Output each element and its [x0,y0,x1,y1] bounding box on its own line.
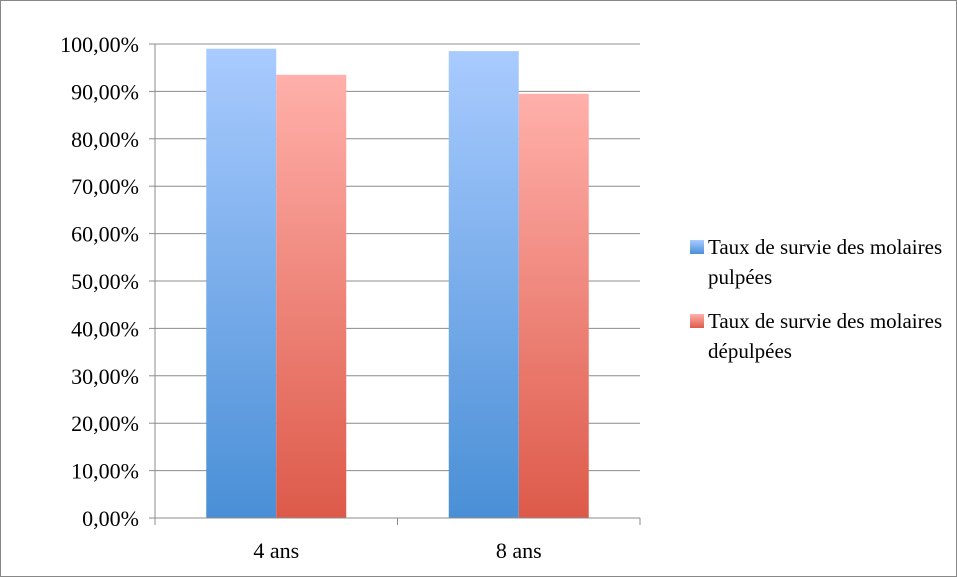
legend-label-pulpees: Taux de survie des molaires pulpées [708,235,943,289]
y-tick-label: 90,00% [71,79,139,104]
y-tick-label: 40,00% [71,316,139,341]
x-tick-label: 8 ans [496,538,542,563]
y-tick-label: 20,00% [71,411,139,436]
tick-labels: 0,00% 10,00% 20,00% 30,00% 40,00% 50,00% 60,00… [60,32,541,563]
y-tick-label: 80,00% [71,127,139,152]
axes [149,43,641,525]
y-tick-label: 100,00% [60,32,139,57]
y-tick-label: 60,00% [71,222,139,247]
bars [206,48,589,519]
legend-swatch-depulpees [690,314,704,328]
y-tick-label: 30,00% [71,364,139,389]
bar-pulpees-2 [448,51,519,519]
y-tick-label: 0,00% [82,506,139,531]
legend-swatch-pulpees [690,240,704,254]
y-tick-label: 50,00% [71,269,139,294]
legend-label-depulpees: Taux de survie des molaires dépulpées [708,309,943,363]
legend-item-pulpees: Taux de survie des molaires pulpées [690,232,955,292]
y-tick-label: 10,00% [71,459,139,484]
x-tick-label: 4 ans [253,538,299,563]
legend-item-depulpees: Taux de survie des molaires dépulpées [690,306,955,366]
y-tick-label: 70,00% [71,174,139,199]
legend: Taux de survie des molaires pulpées Taux… [690,232,955,380]
bar-depulpees-1 [276,74,347,518]
bar-pulpees-1 [206,48,277,519]
bar-depulpees-2 [518,93,589,519]
